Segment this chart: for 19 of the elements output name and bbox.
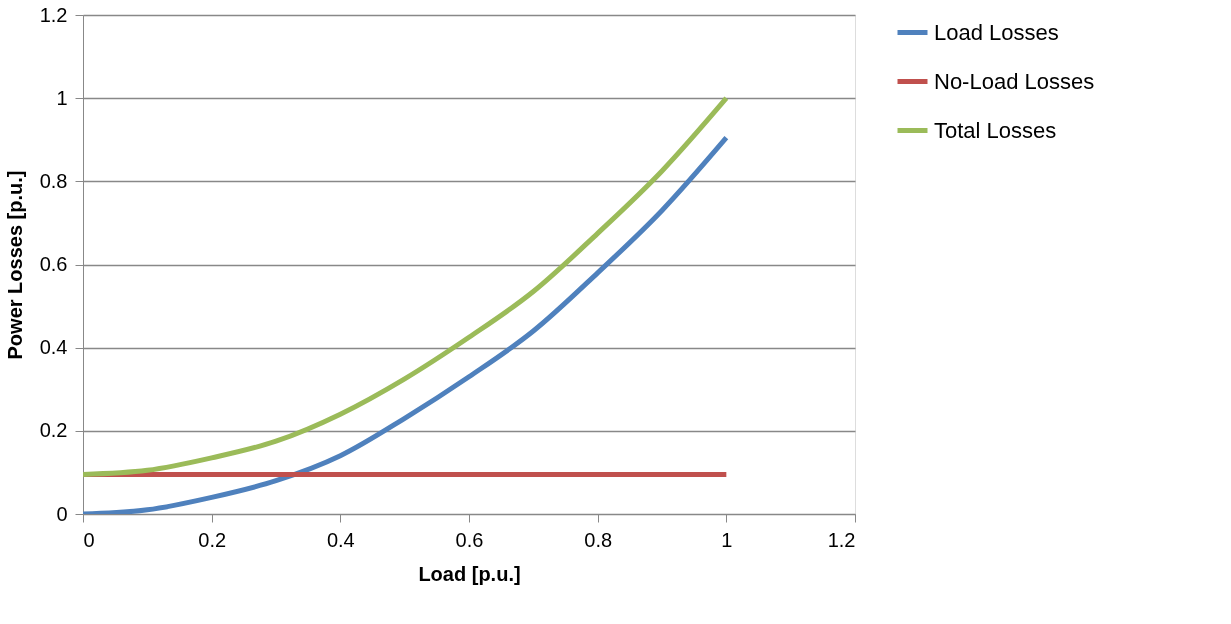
y-tick-label: 1 — [56, 86, 68, 109]
legend-label: Load Losses — [934, 19, 1059, 45]
x-axis-title: Load [p.u.] — [418, 562, 521, 585]
y-axis-title: Power Losses [p.u.] — [3, 170, 26, 360]
legend-label: No-Load Losses — [934, 68, 1095, 94]
y-tick-label: 1.2 — [39, 3, 68, 26]
y-tick-label: 0.4 — [39, 336, 68, 359]
y-tick-label: 0.2 — [39, 419, 68, 442]
x-tick-label: 0.4 — [326, 528, 355, 551]
y-tick-label: 0.8 — [39, 169, 68, 192]
x-tick-label: 0.2 — [198, 528, 227, 551]
x-tick-label: 1.2 — [827, 528, 856, 551]
x-tick-label: 0.6 — [455, 528, 484, 551]
x-tick-label: 0.8 — [584, 528, 613, 551]
y-tick-label: 0.6 — [39, 253, 68, 275]
legend-label: Total Losses — [934, 117, 1057, 143]
x-tick-label: 1 — [721, 528, 733, 551]
x-tick-label: 0 — [83, 528, 95, 551]
y-tick-label: 0 — [56, 502, 68, 525]
